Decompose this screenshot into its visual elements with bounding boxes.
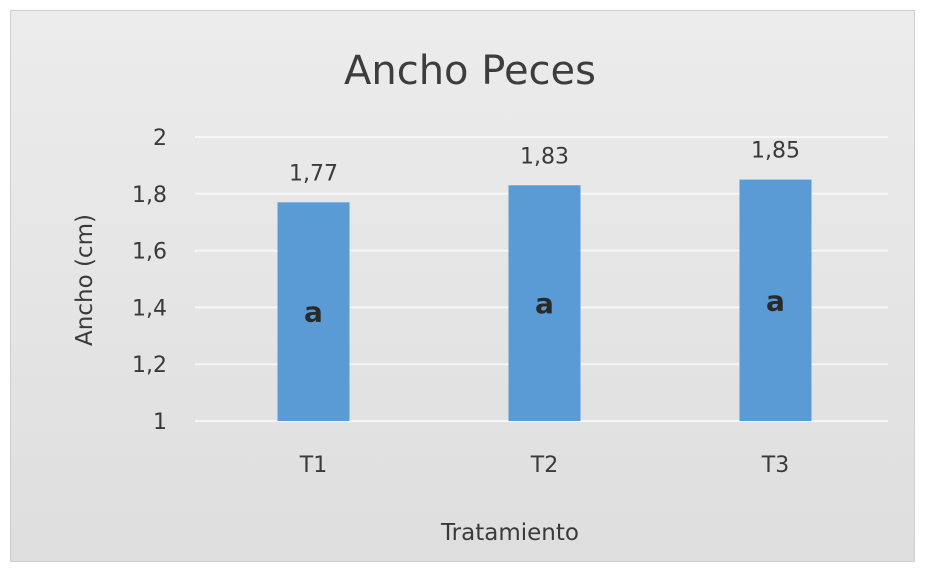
- chart-title: Ancho Peces: [344, 48, 596, 94]
- y-axis-label: Ancho (cm): [72, 214, 98, 346]
- x-axis-ticks: T1 T2 T3: [299, 453, 789, 478]
- bar-significance-label: a: [535, 287, 554, 320]
- bar-significance-label: a: [304, 296, 323, 329]
- data-label: 1,83: [520, 144, 569, 169]
- x-tick-label: T3: [761, 453, 789, 478]
- bar-significance-label: a: [766, 284, 785, 317]
- bars: 1,77 a 1,83 a 1,85 a: [277, 139, 812, 421]
- y-tick-label: 1,8: [132, 183, 167, 208]
- y-tick-label: 1,4: [132, 296, 167, 321]
- y-tick-label: 1,2: [132, 353, 167, 378]
- x-tick-label: T1: [299, 453, 327, 478]
- bar: [739, 179, 812, 421]
- x-axis-label: Tratamiento: [440, 520, 579, 546]
- data-label: 1,77: [289, 161, 338, 186]
- data-label: 1,85: [751, 139, 800, 164]
- bar: [508, 185, 581, 421]
- bar: [277, 202, 350, 421]
- x-tick-label: T2: [530, 453, 558, 478]
- y-tick-label: 1: [153, 410, 167, 435]
- y-axis-ticks: 1 1,2 1,4 1,6 1,8 2: [132, 126, 167, 435]
- y-tick-label: 2: [153, 126, 167, 151]
- y-tick-label: 1,6: [132, 240, 167, 265]
